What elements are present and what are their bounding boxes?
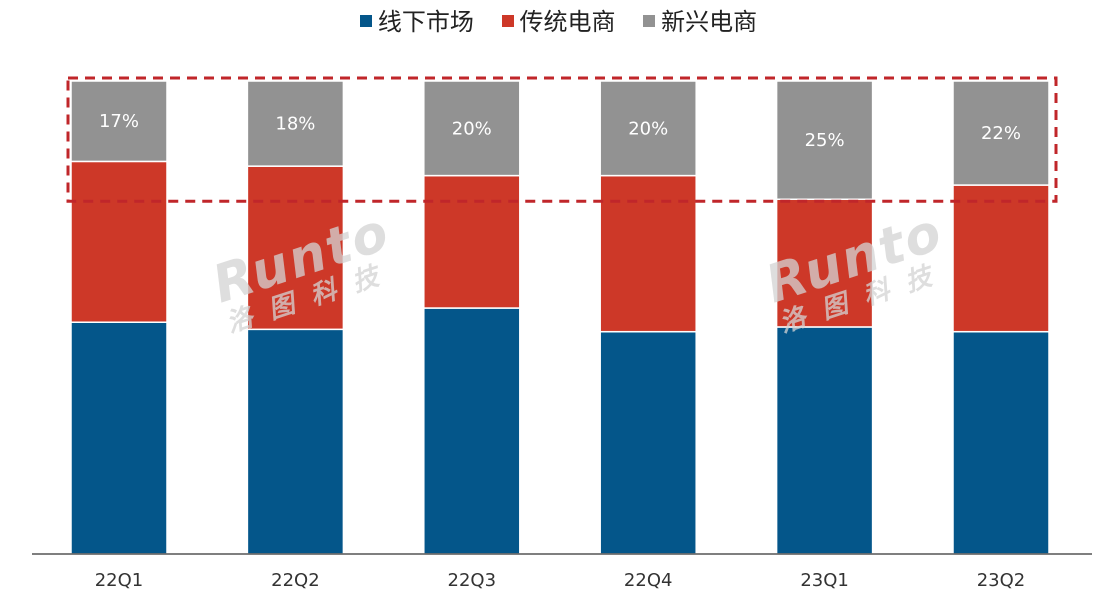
bar-emerging-ecommerce-23Q2 (952, 80, 1050, 186)
bar-emerging-ecommerce-22Q1 (70, 80, 168, 163)
highlight-box (66, 76, 1058, 203)
x-tick-label-23Q2: 23Q2 (977, 570, 1026, 591)
data-label-22Q2: 18% (275, 114, 315, 135)
x-tick-label-22Q3: 22Q3 (448, 570, 497, 591)
bar-emerging-ecommerce-22Q4 (599, 80, 697, 177)
legend-item-offline: 线下市场 (359, 2, 474, 37)
legend-item-traditional-ecommerce: 传统电商 (501, 2, 616, 37)
legend-item-emerging-ecommerce: 新兴电商 (643, 2, 757, 37)
legend-swatch-emerging-ecommerce (643, 15, 656, 27)
legend-label-emerging-ecommerce: 新兴电商 (661, 8, 758, 36)
bar-emerging-ecommerce-22Q3 (423, 80, 521, 177)
legend-swatch-offline (359, 15, 372, 27)
legend: 线下市场 传统电商 新兴电商 (0, 2, 1117, 37)
bar-emerging-ecommerce-23Q1 (775, 80, 874, 200)
bar-traditional-ecommerce-22Q2 (246, 165, 345, 331)
legend-swatch-traditional-ecommerce (501, 15, 514, 27)
x-tick-label-22Q4: 22Q4 (624, 570, 673, 591)
bar-traditional-ecommerce-23Q2 (952, 184, 1050, 333)
bar-offline-23Q1 (775, 326, 874, 555)
legend-label-traditional-ecommerce: 传统电商 (519, 8, 616, 36)
bar-traditional-ecommerce-22Q3 (423, 174, 521, 309)
bar-traditional-ecommerce-22Q1 (70, 160, 168, 323)
bar-offline-22Q3 (423, 307, 521, 555)
bar-traditional-ecommerce-22Q4 (599, 174, 697, 333)
data-label-23Q2: 22% (981, 123, 1021, 144)
data-label-23Q1: 25% (805, 130, 845, 151)
x-tick-label-22Q1: 22Q1 (95, 570, 144, 591)
bar-offline-23Q2 (952, 330, 1050, 555)
x-tick-labels-group: 22Q1 22Q2 22Q3 22Q4 23Q1 23Q2 (95, 570, 1026, 591)
data-label-22Q4: 20% (628, 118, 668, 139)
legend-label-offline: 线下市场 (377, 8, 474, 36)
data-labels-group: 17% 18% 20% 20% 25% 22% (99, 111, 1021, 151)
bar-offline-22Q1 (70, 321, 168, 555)
data-label-22Q1: 17% (99, 111, 139, 132)
bar-traditional-ecommerce-23Q1 (775, 198, 874, 328)
bar-emerging-ecommerce-22Q2 (246, 80, 345, 167)
bar-offline-22Q2 (246, 328, 345, 555)
x-tick-label-22Q2: 22Q2 (271, 570, 320, 591)
data-label-22Q3: 20% (452, 118, 492, 139)
bar-offline-22Q4 (599, 330, 697, 555)
x-tick-label-23Q1: 23Q1 (800, 570, 849, 591)
bars-group (70, 80, 1050, 555)
